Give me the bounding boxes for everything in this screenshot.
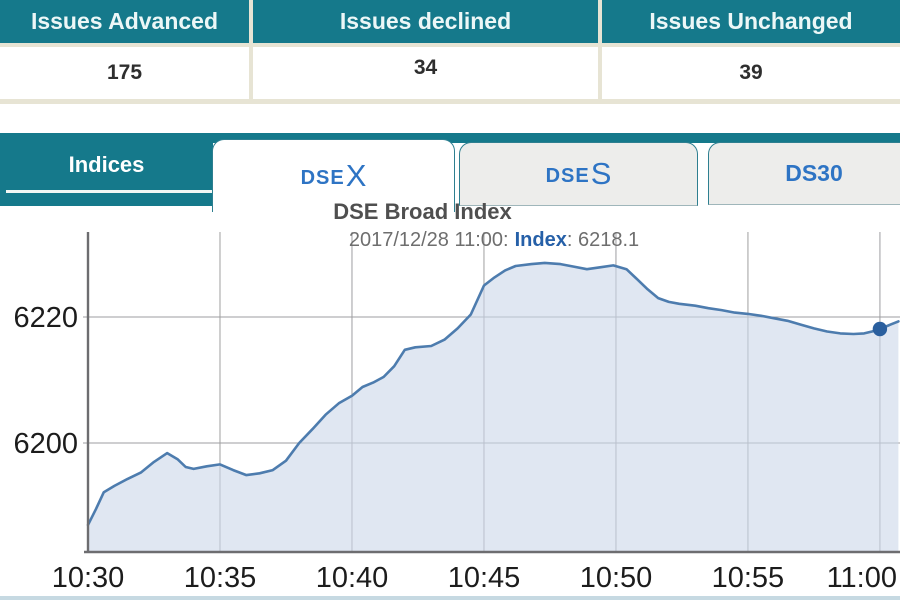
x-tick-label: 10:40 [316, 562, 389, 594]
y-tick-label: 6200 [13, 428, 78, 460]
issues-header-row: Issues Advanced Issues declined Issues U… [0, 0, 900, 43]
y-tick-label: 6220 [13, 302, 78, 334]
tab-dsex-suffix: X [345, 158, 367, 193]
index-area-chart[interactable]: 6200 6220 10:30 10:35 10:40 10:45 10:50 10:55 11… [0, 225, 900, 600]
value-issues-advanced: 175 [0, 47, 253, 99]
tab-dses-prefix: DSE [545, 164, 590, 187]
subtitle-index-label: Index [514, 229, 567, 251]
indices-underline [6, 190, 213, 193]
tab-ds30-label: DS30 [785, 160, 843, 186]
issues-values-row: 175 34 39 [0, 47, 900, 99]
chart-subtitle: 2017/12/28 11:00: Index: 6218.1 [88, 229, 900, 252]
indices-label-block: Indices [0, 133, 213, 206]
header-issues-unchanged: Issues Unchanged [602, 0, 900, 43]
header-issues-declined-label: Issues declined [339, 8, 512, 34]
value-issues-declined: 34 [253, 47, 602, 99]
header-issues-advanced-label: Issues Advanced [30, 8, 219, 34]
value-issues-unchanged: 39 [602, 47, 900, 99]
x-tick-label: 10:45 [448, 562, 521, 594]
tab-dsex[interactable]: DSE X [212, 139, 455, 212]
tab-dses-suffix: S [590, 156, 612, 191]
bottom-border [0, 596, 900, 600]
series-line [86, 261, 900, 527]
x-tick-label: 10:50 [580, 562, 653, 594]
series-area-fill [88, 262, 899, 552]
x-tick-label: 10:30 [52, 562, 125, 594]
chart-title: DSE Broad Index [333, 199, 512, 224]
tab-dses[interactable]: DSE S [459, 142, 698, 206]
tab-ds30[interactable]: DS30 [708, 142, 900, 205]
subtitle-datetime: 2017/12/28 11:00: [348, 229, 509, 251]
issues-summary-table: Issues Advanced Issues declined Issues U… [0, 0, 900, 104]
tabbar-top-strip [0, 133, 900, 143]
tab-dsex-prefix: DSE [300, 166, 345, 189]
subtitle-value: : 6218.1 [566, 229, 640, 251]
header-issues-advanced: Issues Advanced [0, 0, 253, 43]
header-issues-declined: Issues declined [253, 0, 602, 43]
indices-tabbar: Indices DSE X DSE S DS30 [0, 133, 900, 212]
header-issues-unchanged-label: Issues Unchanged [649, 8, 853, 34]
last-point-marker [872, 321, 888, 337]
x-tick-label: 11:00 [827, 562, 897, 594]
issues-advanced-count: 175 [106, 61, 143, 84]
x-tick-label: 10:35 [184, 562, 257, 594]
issues-unchanged-count: 39 [739, 61, 763, 84]
issues-declined-count: 34 [413, 56, 438, 79]
indices-label: Indices [68, 151, 145, 177]
x-tick-label: 10:55 [712, 562, 785, 594]
